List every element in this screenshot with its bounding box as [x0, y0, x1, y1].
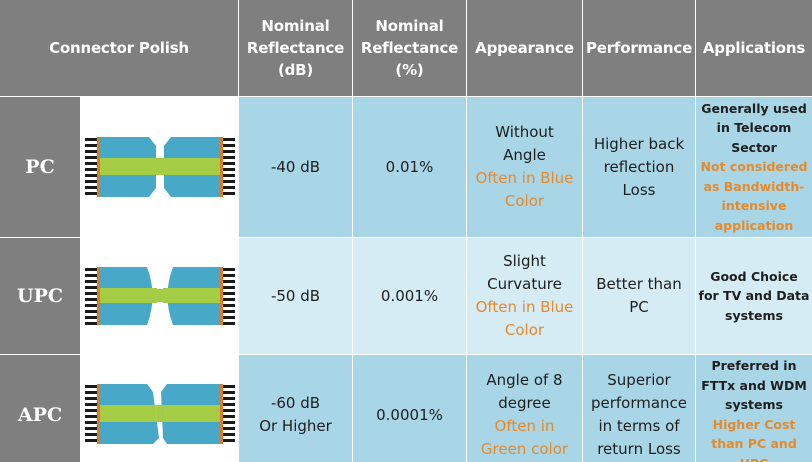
row-upc-performance: Better than PC — [583, 238, 695, 354]
row-pc-reflectance-db: -40 dB — [239, 97, 352, 237]
appearance-line: Without — [495, 123, 554, 141]
applications-line: for TV and Data — [698, 288, 810, 304]
performance-line: PC — [629, 298, 649, 316]
performance-line: in terms of — [598, 417, 680, 435]
applications-line: FTTx and WDM — [701, 377, 807, 393]
appearance-note-line: Often in Blue — [475, 298, 574, 316]
performance-line: Higher back — [593, 134, 685, 153]
appearance-line: Curvature — [487, 275, 562, 293]
reflectance-percent-value: 0.0001% — [376, 405, 443, 424]
header-reflectance-percent: Nominal Reflectance (%) — [353, 0, 466, 96]
row-upc-image — [81, 238, 238, 354]
header-reflectance-db: Nominal Reflectance (dB) — [239, 0, 352, 96]
header-applications-label: Applications — [702, 39, 806, 57]
applications-note-line: application — [714, 217, 794, 233]
row-apc-applications: Preferred in FTTx and WDM systems Higher… — [696, 355, 812, 462]
performance-line: return Loss — [597, 440, 681, 458]
header-applications: Applications — [696, 0, 812, 96]
row-pc-appearance: Without Angle Often in Blue Color — [467, 97, 582, 237]
appearance-note-line: Green color — [480, 440, 569, 458]
header-line: Nominal — [261, 17, 330, 35]
appearance-line: degree — [498, 394, 551, 412]
performance-line: Loss — [622, 180, 656, 199]
performance-line: reflection — [603, 157, 675, 176]
reflectance-percent-value: 0.01% — [385, 157, 434, 176]
row-upc-label: UPC — [0, 238, 80, 354]
applications-note-line: UPC — [740, 454, 769, 462]
appearance-line: Slight — [503, 252, 546, 270]
performance-line: Superior — [607, 371, 671, 389]
row-pc-image — [81, 97, 238, 237]
header-appearance-label: Appearance — [475, 39, 574, 57]
reflectance-percent-value: 0.001% — [380, 286, 439, 305]
applications-line: Sector — [731, 139, 777, 155]
row-pc-label: PC — [0, 97, 80, 237]
applications-line: systems — [725, 307, 783, 323]
header-line: Reflectance — [360, 39, 459, 57]
appearance-note-line: Color — [504, 192, 545, 210]
applications-note-line: Higher Cost — [712, 416, 796, 432]
header-performance: Performance — [583, 0, 695, 96]
header-performance-label: Performance — [585, 39, 693, 57]
row-apc-label: APC — [0, 355, 80, 462]
appearance-note-line: Often in Blue — [475, 169, 574, 187]
performance-line: Better than — [596, 275, 682, 293]
header-line: (%) — [395, 61, 424, 79]
appearance-line: Angle — [503, 146, 546, 164]
row-apc-image — [81, 355, 238, 462]
appearance-note-line: Color — [504, 321, 545, 339]
appearance-note-line: Often in — [494, 417, 555, 435]
performance-line: performance — [590, 394, 688, 412]
reflectance-db-line: -50 dB — [270, 286, 321, 305]
header-appearance: Appearance — [467, 0, 582, 96]
applications-line: Generally used — [701, 100, 807, 116]
header-line: Reflectance — [246, 39, 345, 57]
pc-connector-diagram-icon — [84, 137, 235, 197]
reflectance-db-line: -40 dB — [270, 157, 321, 176]
row-pc-performance: Higher back reflection Loss — [583, 97, 695, 237]
row-upc-applications: Good Choice for TV and Data systems — [696, 238, 812, 354]
polish-name: UPC — [17, 285, 63, 307]
applications-line: Preferred in — [711, 358, 797, 373]
apc-connector-diagram-icon — [84, 384, 235, 444]
applications-note-line: than PC and — [711, 436, 797, 451]
header-line: (dB) — [277, 61, 314, 79]
applications-line: Good Choice — [710, 268, 798, 284]
row-upc-appearance: Slight Curvature Often in Blue Color — [467, 238, 582, 354]
applications-note-line: as Bandwidth- — [703, 178, 805, 194]
upc-connector-diagram-icon — [84, 267, 235, 325]
reflectance-db-line: -60 dB — [270, 394, 321, 412]
applications-note-line: intensive — [721, 198, 787, 214]
polish-name: APC — [17, 404, 63, 426]
applications-line: in Telecom — [716, 120, 792, 136]
applications-line: systems — [725, 397, 783, 412]
row-apc-reflectance-percent: 0.0001% — [353, 355, 466, 462]
header-line: Nominal — [375, 17, 444, 35]
appearance-line: Angle of 8 — [486, 371, 563, 389]
row-apc-performance: Superior performance in terms of return … — [583, 355, 695, 462]
polish-name: PC — [25, 156, 55, 178]
header-connector-polish-label: Connector Polish — [49, 39, 189, 57]
row-upc-reflectance-percent: 0.001% — [353, 238, 466, 354]
reflectance-db-line: Or Higher — [259, 417, 332, 435]
row-apc-appearance: Angle of 8 degree Often in Green color — [467, 355, 582, 462]
applications-note-line: Not considered — [700, 159, 808, 175]
row-pc-applications: Generally used in Telecom Sector Not con… — [696, 97, 812, 237]
row-upc-reflectance-db: -50 dB — [239, 238, 352, 354]
row-pc-reflectance-percent: 0.01% — [353, 97, 466, 237]
row-apc-reflectance-db: -60 dB Or Higher — [239, 355, 352, 462]
header-connector-polish: Connector Polish — [0, 0, 238, 96]
